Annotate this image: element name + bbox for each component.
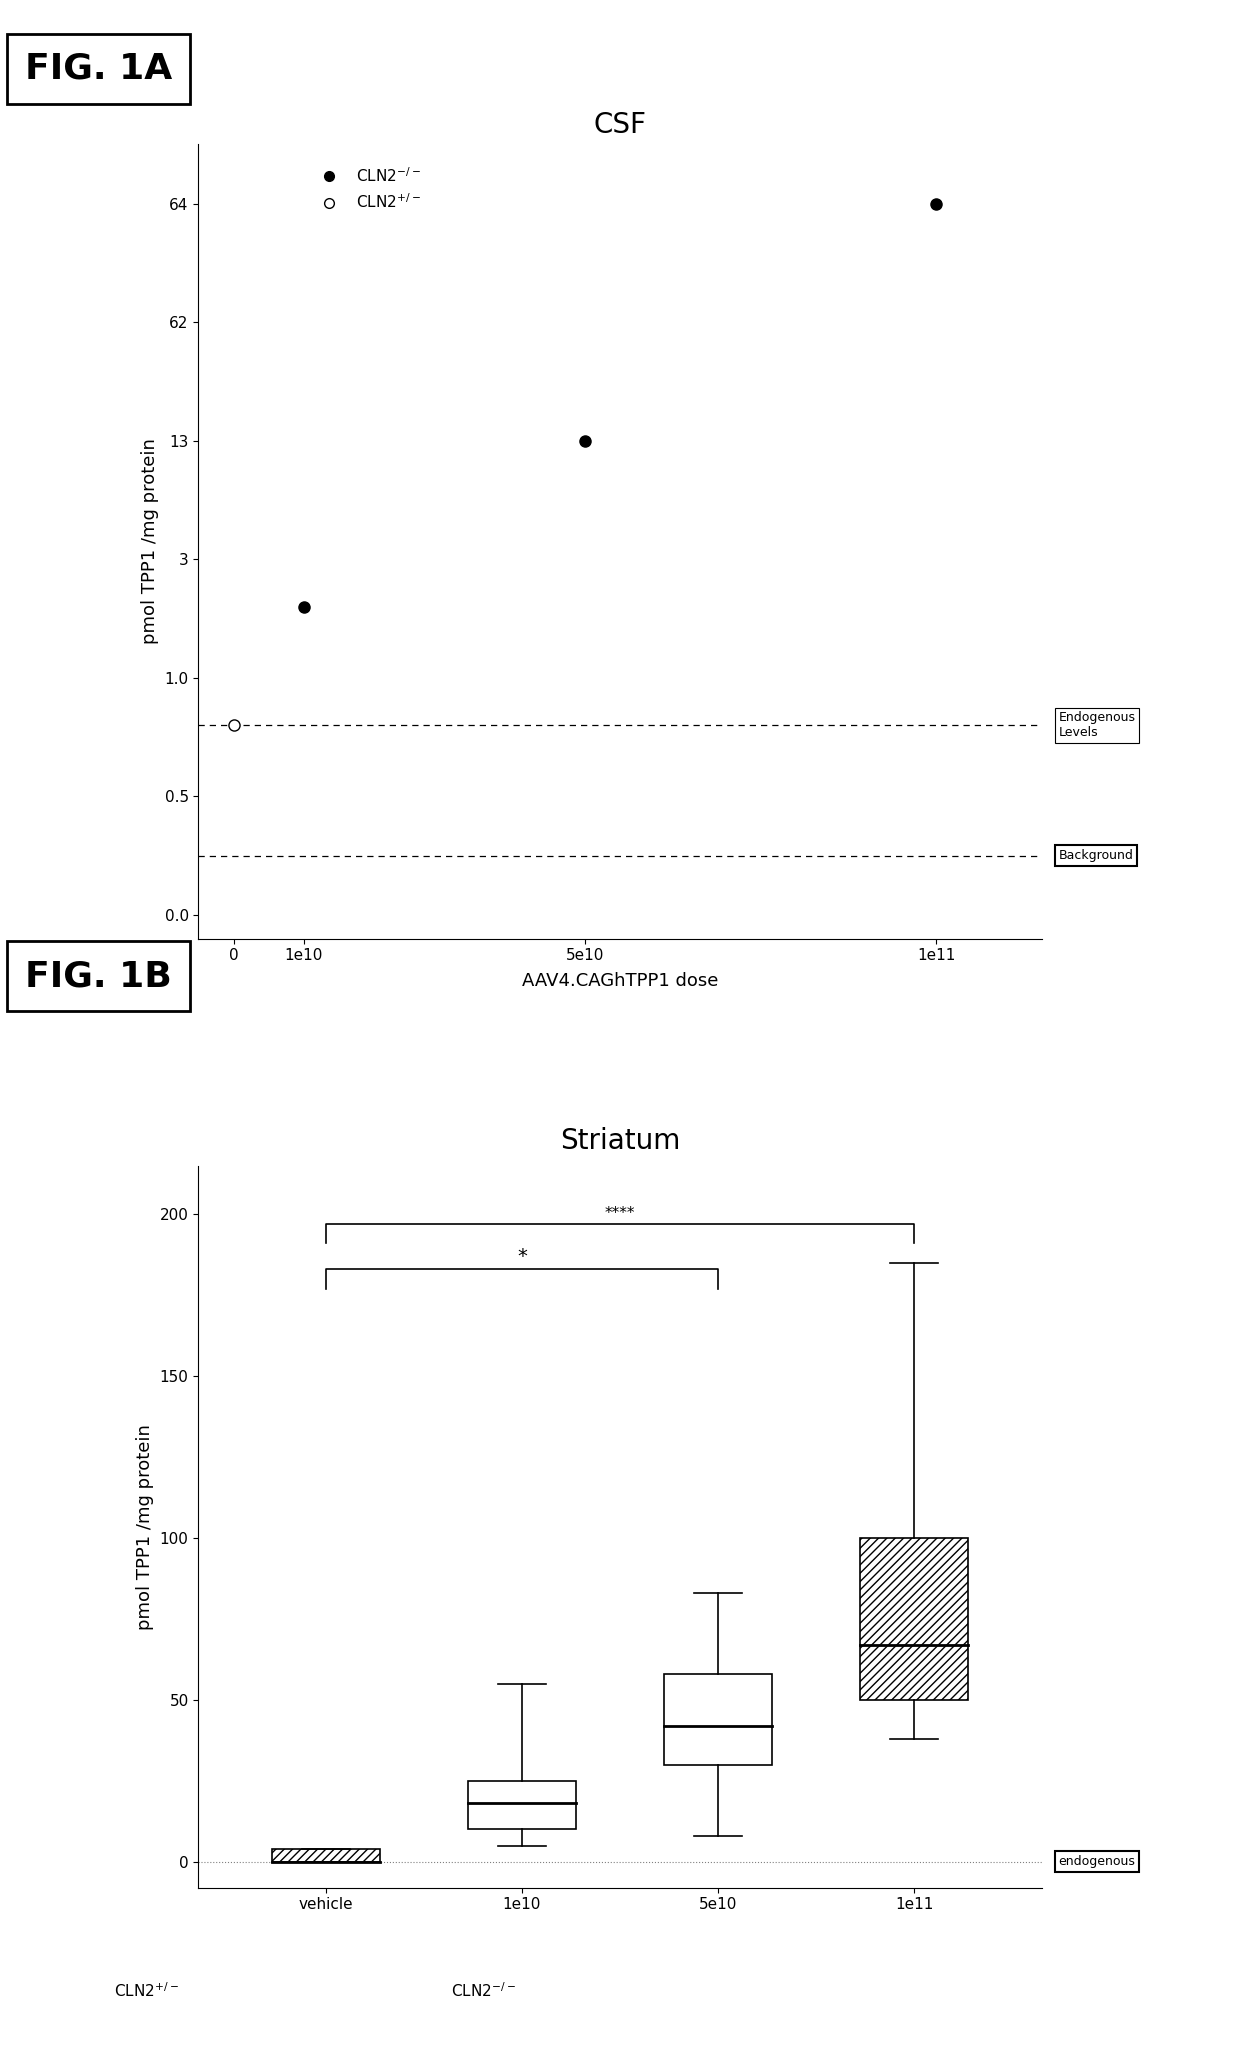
Text: Background: Background — [1059, 850, 1133, 862]
Text: endogenous: endogenous — [1059, 1855, 1136, 1869]
Y-axis label: pmol TPP1 /mg protein: pmol TPP1 /mg protein — [141, 439, 159, 644]
Title: CSF: CSF — [594, 111, 646, 140]
X-axis label: AAV4.CAGhTPP1 dose: AAV4.CAGhTPP1 dose — [522, 972, 718, 990]
Bar — [861, 1537, 968, 1700]
Bar — [467, 1780, 575, 1830]
Title: Striatum: Striatum — [559, 1126, 681, 1155]
Y-axis label: pmol TPP1 /mg protein: pmol TPP1 /mg protein — [136, 1423, 154, 1630]
Bar — [272, 1848, 379, 1861]
Text: FIG. 1A: FIG. 1A — [25, 52, 172, 85]
Text: ****: **** — [605, 1205, 635, 1221]
Text: Endogenous
Levels: Endogenous Levels — [1059, 712, 1136, 739]
Text: CLN2$^{+/-}$: CLN2$^{+/-}$ — [114, 1980, 179, 2001]
Text: FIG. 1B: FIG. 1B — [25, 959, 171, 992]
Text: CLN2$^{-/-}$: CLN2$^{-/-}$ — [451, 1980, 516, 2001]
Bar — [272, 1848, 379, 1861]
Legend: CLN2$^{-/-}$, CLN2$^{+/-}$: CLN2$^{-/-}$, CLN2$^{+/-}$ — [308, 161, 427, 217]
Bar — [861, 1537, 968, 1700]
Text: *: * — [517, 1246, 527, 1267]
Bar — [665, 1673, 773, 1764]
